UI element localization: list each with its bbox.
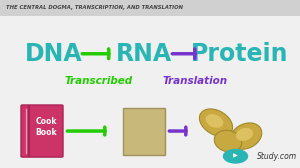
Ellipse shape bbox=[200, 109, 232, 136]
Text: Protein: Protein bbox=[191, 42, 289, 66]
Ellipse shape bbox=[236, 128, 253, 141]
Text: Translation: Translation bbox=[162, 76, 228, 86]
FancyBboxPatch shape bbox=[123, 108, 165, 155]
Text: Study.com: Study.com bbox=[256, 152, 297, 161]
FancyBboxPatch shape bbox=[21, 105, 63, 157]
Text: Book: Book bbox=[36, 128, 57, 137]
Text: ▶: ▶ bbox=[233, 154, 238, 159]
Bar bbox=[0, 0, 300, 16]
Text: DNA: DNA bbox=[25, 42, 83, 66]
Circle shape bbox=[224, 150, 248, 163]
Ellipse shape bbox=[214, 130, 242, 152]
Text: Cook: Cook bbox=[36, 117, 57, 126]
Text: THE CENTRAL DOGMA, TRANSCRIPTION, AND TRANSLATION: THE CENTRAL DOGMA, TRANSCRIPTION, AND TR… bbox=[6, 5, 183, 10]
Ellipse shape bbox=[206, 114, 224, 128]
Text: RNA: RNA bbox=[116, 42, 172, 66]
Ellipse shape bbox=[230, 123, 262, 149]
Text: Transcribed: Transcribed bbox=[65, 76, 133, 86]
